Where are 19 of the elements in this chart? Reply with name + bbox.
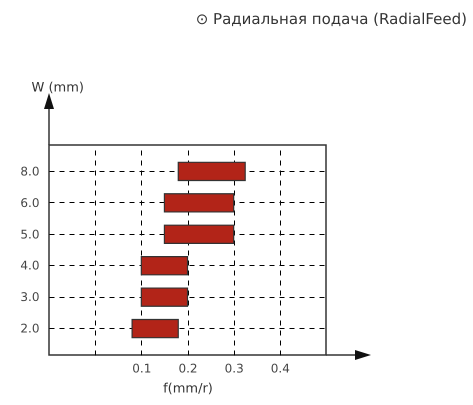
y-tick-label: 8.0 (20, 164, 40, 178)
x-tick-label: 0.2 (178, 362, 198, 376)
y-tick-label: 5.0 (20, 227, 40, 242)
bar (140, 256, 188, 276)
y-tick-label: 2.0 (20, 322, 40, 336)
y-tick-label: 4.0 (20, 258, 40, 273)
bar (140, 287, 188, 307)
bar (132, 318, 179, 338)
chart-title: ⊙ Радиальная подача (RadialFeed) (196, 10, 467, 28)
bar (164, 193, 234, 213)
bar (164, 224, 234, 244)
y-axis-title: W (mm) (32, 80, 84, 96)
y-tick-label: 6.0 (20, 196, 40, 210)
x-tick-label: 0.4 (270, 362, 290, 376)
x-tick-label: 0.1 (132, 362, 152, 376)
x-tick-label: 0.3 (224, 362, 244, 376)
y-tick-label: 3.0 (20, 290, 40, 304)
x-axis-title: f(mm/r) (163, 382, 213, 396)
bar (178, 162, 246, 182)
